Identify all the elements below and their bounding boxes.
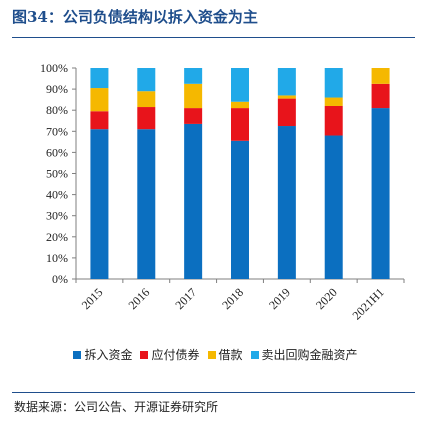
bar-segment [277, 95, 296, 99]
bar-segment [184, 83, 203, 109]
x-tick-label: 2020 [313, 285, 340, 312]
legend-label: 拆入资金 [84, 348, 133, 362]
legend-label: 卖出回购金融资产 [261, 348, 358, 362]
bar-segment [231, 101, 249, 109]
bar-segment [184, 108, 203, 124]
bar-segment [277, 98, 296, 127]
bar-segment [324, 97, 343, 106]
y-tick-label: 30% [46, 209, 68, 223]
x-tick-label: 2015 [79, 285, 106, 312]
bar-segment [371, 83, 390, 109]
y-tick-label: 20% [46, 230, 68, 244]
legend-swatch [140, 350, 149, 359]
x-tick-label: 2021H1 [349, 285, 386, 322]
legend-item: 卖出回购金融资产 [250, 346, 358, 363]
legend-label: 应付债券 [151, 348, 200, 362]
legend-label: 借款 [218, 348, 243, 362]
bar-segment [90, 68, 109, 89]
x-tick-label: 2019 [266, 285, 293, 312]
bar-segment [90, 111, 109, 130]
y-tick-label: 0% [52, 272, 68, 286]
y-tick-label: 90% [46, 82, 68, 96]
x-tick-label: 2016 [126, 285, 153, 312]
bar-segment [90, 129, 109, 279]
page-title: 图34：公司负债结构以拆入资金为主 [12, 8, 258, 26]
chart-legend: 拆入资金 应付债券 借款 卖出回购金融资产 [0, 346, 431, 363]
bar-segment [184, 68, 203, 84]
legend-swatch [250, 350, 259, 359]
y-tick-label: 80% [46, 103, 68, 117]
source-divider [12, 392, 415, 393]
bar-segment [137, 68, 156, 92]
legend-swatch [73, 350, 82, 359]
bar-segment [137, 91, 156, 108]
y-tick-label: 60% [46, 145, 68, 159]
legend-item: 拆入资金 [73, 346, 132, 363]
title-divider [12, 37, 415, 38]
y-tick-label: 50% [46, 167, 68, 181]
bar-segment [371, 108, 390, 279]
x-tick-label: 2018 [219, 285, 246, 312]
bar-segment [137, 129, 156, 279]
bar-segment [90, 88, 109, 112]
bar-segment [324, 135, 343, 279]
y-tick-label: 70% [46, 124, 68, 138]
y-tick-label: 40% [46, 188, 68, 202]
bar-segment [324, 105, 343, 136]
bar-segment [231, 68, 249, 102]
bar-segment [137, 107, 156, 130]
bar-segment [231, 108, 249, 141]
bar-segment [231, 140, 249, 279]
bar-segment [277, 126, 296, 280]
bar-segment [184, 123, 203, 279]
legend-item: 应付债券 [140, 346, 200, 363]
bar-segment [324, 68, 343, 98]
bar-segment [371, 68, 390, 84]
legend-item: 借款 [207, 346, 243, 363]
legend-swatch [207, 350, 216, 359]
data-source-note: 数据来源：公司公告、开源证券研究所 [14, 400, 219, 414]
x-tick-label: 2017 [172, 285, 199, 312]
bar-segment [277, 68, 296, 96]
y-tick-label: 100% [40, 61, 68, 75]
y-tick-label: 10% [46, 251, 68, 265]
